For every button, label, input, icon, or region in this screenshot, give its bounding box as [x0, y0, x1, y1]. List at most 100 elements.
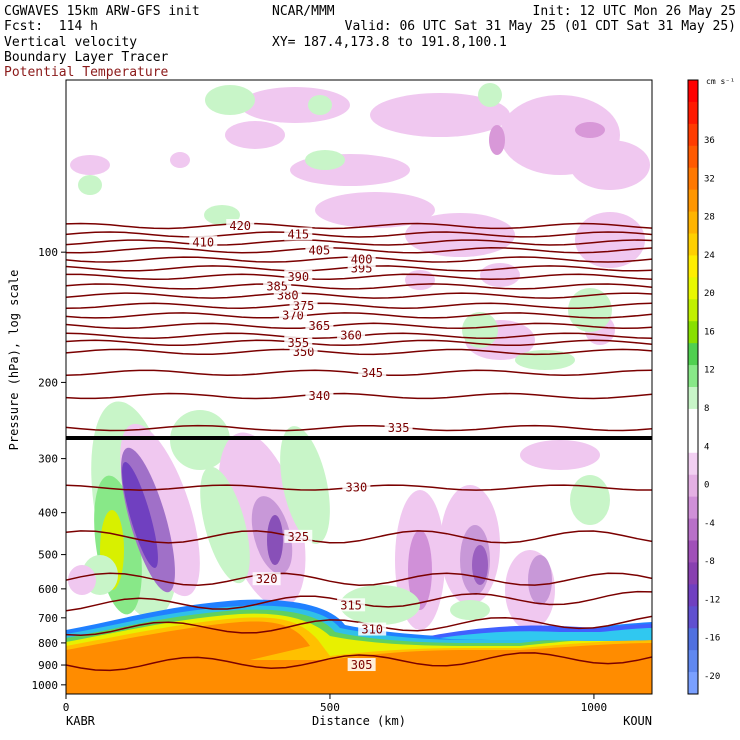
theta-label-bg — [284, 335, 313, 349]
theta-label-310: 310 — [361, 623, 383, 637]
colorbar-swatch — [688, 277, 698, 300]
y-tick-label: 800 — [38, 637, 58, 650]
theta-label-bg — [263, 279, 292, 293]
theta-contour-370 — [66, 312, 652, 319]
x-endpoint-left: KABR — [66, 714, 96, 728]
theta-contour-340 — [66, 392, 652, 400]
theta-label-bg — [284, 227, 313, 241]
theta-label-bg — [347, 252, 376, 266]
colorbar-label: 32 — [704, 174, 715, 184]
theta-label-345: 345 — [361, 366, 383, 380]
colorbar-swatch — [688, 233, 698, 256]
colorbar-label: 24 — [704, 251, 715, 261]
vertical-velocity-field: 3053103153203253303353403453503553603653… — [66, 83, 652, 694]
colorbar-swatch — [688, 408, 698, 432]
colorbar-label: -16 — [704, 634, 720, 644]
colorbar-swatch — [688, 562, 698, 585]
y-axis-ticks: 100 200 300 400 500 600 700 800 900 1000 — [32, 246, 66, 692]
x-tick-label: 500 — [320, 701, 340, 714]
x-tick-label: 0 — [63, 701, 70, 714]
colorbar-swatch — [688, 123, 698, 147]
colorbar-label: -20 — [704, 672, 720, 682]
colorbar-swatch — [688, 299, 698, 322]
colorbar-swatch — [688, 430, 698, 454]
theta-contour-labels: 3053103153203253303353403453503553603653… — [189, 219, 413, 672]
header-xy: XY= 187.4,173.8 to 191.8,100.1 — [272, 35, 507, 50]
theta-contour-325 — [66, 530, 652, 544]
y-tick-label: 700 — [38, 612, 58, 625]
theta-label-bg — [337, 598, 366, 612]
theta-label-320: 320 — [256, 572, 278, 586]
theta-contour-355 — [66, 339, 652, 347]
colorbar: 36 32 28 24 20 16 12 8 4 0 -4 -8 -12 -16 -20 — [687, 79, 720, 695]
colorbar-label: 8 — [704, 404, 709, 414]
colorbar-swatch — [688, 189, 698, 213]
colorbar-label: 0 — [704, 481, 709, 491]
y-tick-label: 600 — [38, 583, 58, 596]
y-tick-label: 200 — [38, 376, 58, 389]
theta-contour-380 — [66, 292, 652, 299]
y-tick-label: 1000 — [32, 679, 59, 692]
theta-label-bg — [337, 328, 366, 342]
theta-label-305: 305 — [351, 658, 373, 672]
theta-label-bg — [189, 235, 218, 249]
colorbar-label: 4 — [704, 442, 709, 452]
x-endpoint-right: KOUN — [623, 714, 652, 728]
x-tick-label: 1000 — [581, 701, 608, 714]
theta-label-bg — [358, 365, 387, 379]
x-axis-ticks: 0 500 1000 — [63, 694, 607, 714]
colorbar-swatch — [688, 365, 698, 388]
theta-label-375: 375 — [293, 299, 315, 313]
colorbar-swatch — [688, 343, 698, 366]
theta-label-340: 340 — [309, 389, 331, 403]
theta-contour-350 — [66, 348, 652, 356]
theta-contour-305 — [66, 652, 652, 672]
colorbar-swatch — [688, 518, 698, 541]
theta-label-bg — [305, 389, 334, 403]
header-forecast: Fcst: 114 h — [4, 19, 98, 34]
theta-label-405: 405 — [309, 243, 331, 257]
y-tick-label: 300 — [38, 453, 58, 466]
theta-label-bg — [305, 318, 334, 332]
header-field-potential-temperature: Potential Temperature — [4, 65, 169, 80]
theta-label-365: 365 — [309, 319, 331, 333]
theta-label-bg — [342, 480, 371, 494]
theta-label-420: 420 — [229, 219, 251, 233]
colorbar-label: -8 — [704, 557, 715, 567]
theta-contour-375 — [66, 302, 652, 310]
colorbar-label: -12 — [704, 595, 720, 605]
y-tick-label: 900 — [38, 659, 58, 672]
colorbar-swatch — [688, 255, 698, 278]
colorbar-swatch — [688, 101, 698, 125]
colorbar-swatch — [688, 145, 698, 169]
theta-contour-385 — [66, 283, 652, 290]
colorbar-swatch — [688, 167, 698, 191]
theta-label-400: 400 — [351, 253, 373, 267]
theta-label-355: 355 — [287, 336, 309, 350]
colorbar-swatch — [688, 474, 698, 498]
theta-label-bg — [252, 572, 281, 586]
w-mid-level — [68, 401, 610, 630]
theta-label-bg — [305, 243, 334, 257]
w-negative-upper-mid — [489, 122, 605, 155]
colorbar-swatch — [688, 211, 698, 234]
header-field-vertical-velocity: Vertical velocity — [4, 35, 138, 50]
theta-contour-415 — [66, 231, 652, 238]
theta-label-bg — [284, 529, 313, 543]
colorbar-frame — [687, 79, 699, 695]
colorbar-swatch — [688, 540, 698, 563]
theta-label-410: 410 — [192, 236, 214, 250]
y-tick-label: 400 — [38, 507, 58, 520]
theta-contour-405 — [66, 247, 652, 254]
colorbar-label: -4 — [704, 519, 715, 529]
theta-label-bg — [347, 658, 376, 672]
theta-label-bg — [284, 269, 313, 283]
header-valid: Valid: 06 UTC Sat 31 May 25 (01 CDT Sat … — [344, 19, 736, 34]
colorbar-swatch — [688, 321, 698, 344]
colorbar-swatch — [688, 80, 698, 103]
theta-contours — [66, 222, 652, 672]
theta-label-325: 325 — [287, 530, 309, 544]
theta-label-385: 385 — [266, 279, 288, 293]
theta-label-330: 330 — [346, 481, 368, 495]
boundary-layer — [66, 599, 652, 694]
